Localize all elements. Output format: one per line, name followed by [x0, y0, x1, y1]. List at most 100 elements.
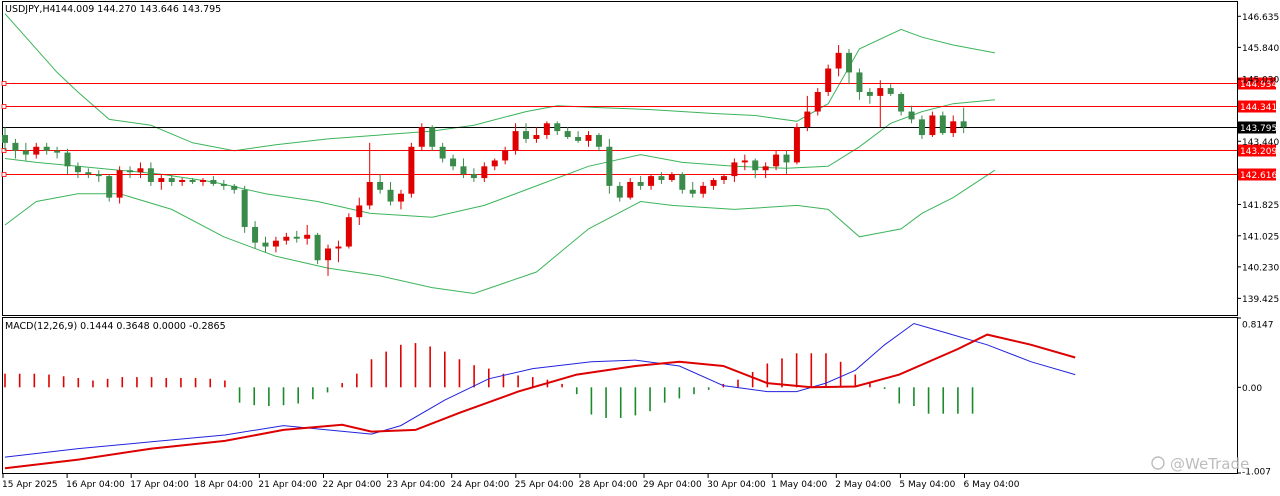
time-tick-label: 6 May 04:00 — [964, 480, 1020, 490]
candle — [106, 174, 113, 202]
candle — [595, 133, 602, 151]
watermark-text: @WeTrade — [1170, 455, 1249, 473]
time-tick-label: 17 Apr 04:00 — [130, 480, 189, 490]
candle-body — [689, 189, 696, 194]
time-tick-label: 24 Apr 04:00 — [451, 480, 510, 490]
macd-plot-frame — [2, 317, 1238, 474]
candle-body — [377, 181, 384, 190]
candle — [700, 181, 707, 198]
candle-body — [220, 183, 227, 186]
candle-body — [304, 234, 311, 239]
candle — [720, 174, 727, 184]
candle — [22, 142, 29, 161]
candle-body — [595, 135, 602, 147]
candle-body — [564, 131, 571, 137]
candle-body — [554, 123, 561, 132]
candle-body — [960, 121, 967, 128]
candle — [585, 131, 592, 147]
candle-body — [179, 180, 186, 182]
candle — [637, 176, 644, 190]
candle-body — [773, 154, 780, 167]
candle — [731, 158, 738, 182]
bb-lower-line — [4, 169, 996, 295]
candle — [137, 162, 144, 179]
candle-body — [241, 189, 248, 227]
candle — [648, 174, 655, 190]
candle — [804, 95, 811, 132]
candle — [95, 170, 102, 182]
time-tick-label: 22 Apr 04:00 — [323, 480, 382, 490]
candle — [554, 121, 561, 136]
candle-body — [272, 240, 279, 247]
candle — [314, 232, 321, 265]
level-price-tag — [1238, 121, 1276, 134]
price-tick-label: 143.440 — [1242, 138, 1279, 148]
level-price-tag — [1238, 77, 1276, 90]
candle-body — [491, 160, 498, 167]
candle — [523, 123, 529, 143]
candle — [481, 162, 488, 182]
level-anchor[interactable] — [1, 81, 7, 86]
candle-body — [762, 166, 769, 171]
candles — [2, 45, 967, 276]
candle — [960, 107, 967, 134]
candle — [179, 178, 186, 186]
candle — [460, 158, 467, 179]
candle-body — [825, 68, 832, 92]
candle — [773, 150, 780, 171]
time-tick-label: 16 Apr 04:00 — [66, 480, 125, 490]
bollinger-bands — [4, 13, 996, 295]
candle-body — [543, 123, 550, 136]
candle-body — [314, 234, 321, 261]
candle-body — [741, 160, 748, 163]
level-anchor[interactable] — [1, 172, 7, 177]
candle-body — [397, 193, 404, 202]
candle — [408, 142, 415, 198]
level-price-label: 144.341 — [1240, 103, 1277, 113]
candle-body — [116, 170, 123, 198]
candle-body — [127, 170, 134, 173]
candle-body — [366, 181, 373, 206]
candle-body — [793, 127, 800, 163]
main-plot-frame — [2, 1, 1238, 316]
time-tick-label: 21 Apr 04:00 — [258, 480, 317, 490]
candle — [710, 178, 717, 190]
candle — [606, 138, 613, 194]
symbol-label: USDJPY,H4 — [5, 4, 56, 15]
candle — [199, 178, 206, 186]
candle-body — [168, 178, 175, 182]
candle-body — [512, 131, 519, 151]
watermark: @WeTrade — [1151, 455, 1249, 473]
level-price-label: 142.616 — [1240, 171, 1277, 181]
candle-body — [74, 166, 81, 173]
candle — [929, 111, 936, 137]
candle-body — [293, 236, 300, 239]
candle-body — [814, 91, 821, 112]
time-tick-label: 30 Apr 04:00 — [707, 480, 766, 490]
candle — [366, 142, 373, 210]
candle-body — [846, 52, 853, 73]
time-tick-label: 1 May 04:00 — [771, 480, 827, 490]
bb-middle-line — [4, 99, 995, 218]
candle — [54, 146, 61, 159]
horizontal-levels[interactable]: 144.934 144.341 143.795 143.209 142.616 — [1, 77, 1277, 182]
candle — [220, 180, 227, 190]
level-anchor[interactable] — [1, 148, 7, 153]
price-tick-label: 140.230 — [1242, 263, 1279, 273]
candle — [887, 84, 894, 96]
time-tick-label: 23 Apr 04:00 — [387, 480, 446, 490]
level-anchor[interactable] — [1, 104, 7, 109]
candle — [304, 225, 311, 245]
candle-body — [679, 174, 686, 190]
macd-indicator — [4, 322, 1076, 470]
candle-body — [231, 185, 238, 190]
candle — [377, 174, 384, 194]
price-axis: 146.635 145.840 145.030 143.440 141.825 141.0… — [1237, 13, 1279, 305]
candle — [33, 142, 40, 159]
candle — [43, 142, 50, 155]
level-price-tag — [1238, 100, 1276, 113]
candle-body — [939, 115, 946, 134]
wetrade-logo-icon — [1151, 456, 1165, 470]
